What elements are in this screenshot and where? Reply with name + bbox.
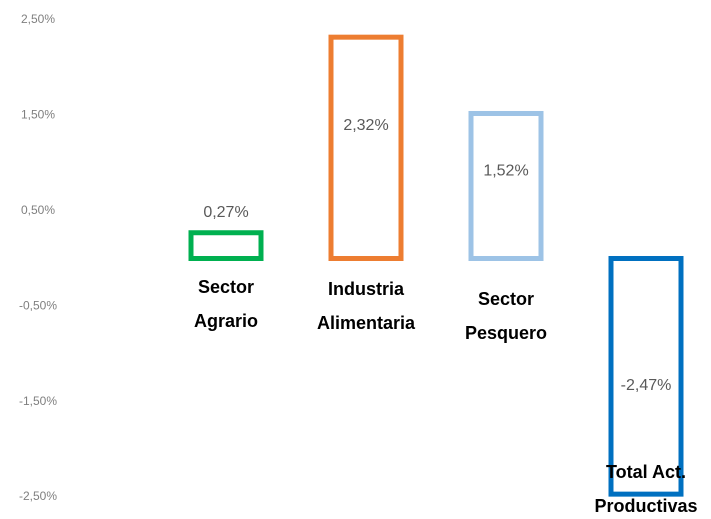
- category-label: Industria Alimentaria: [316, 279, 416, 333]
- y-tick-label: -1,50%: [19, 394, 57, 408]
- category-label: Total Act. Productivas: [594, 462, 698, 516]
- y-tick-label: -0,50%: [19, 298, 57, 312]
- y-tick-label: 0,50%: [21, 203, 55, 217]
- bar: [608, 256, 684, 497]
- value-label: 2,32%: [343, 117, 388, 134]
- category-label: Sector Agrario: [193, 277, 258, 331]
- value-label: -2,47%: [621, 377, 672, 394]
- bar: [468, 110, 544, 261]
- value-label: 0,27%: [203, 204, 248, 221]
- bar: [188, 230, 264, 262]
- category-label: Sector Pesquero: [464, 289, 548, 343]
- bar: [328, 34, 404, 262]
- y-tick-label: 1,50%: [21, 108, 55, 122]
- y-tick-label: 2,50%: [21, 12, 55, 26]
- value-label: 1,52%: [483, 163, 528, 180]
- y-tick-label: -2,50%: [19, 489, 57, 503]
